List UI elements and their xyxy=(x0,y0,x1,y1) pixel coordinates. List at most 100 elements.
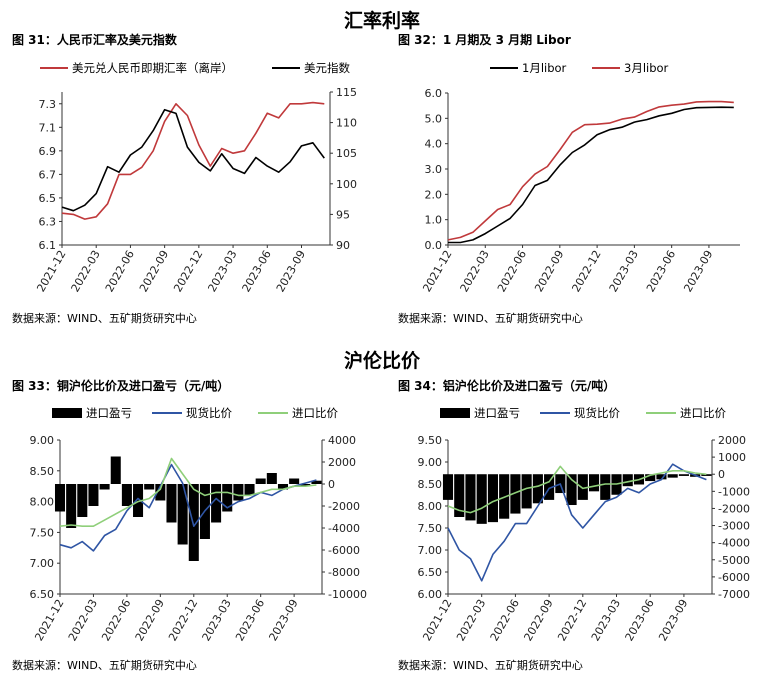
bar-mark xyxy=(300,484,311,487)
x-tick-label: 2023-03 xyxy=(607,248,641,294)
left-tick-label: 6.0 xyxy=(425,87,443,100)
legend-label: 现货比价 xyxy=(186,406,232,420)
series-line xyxy=(59,463,317,552)
bar-mark xyxy=(289,478,300,484)
x-tick-label: 2022-09 xyxy=(521,597,555,643)
left-tick-label: 6.1 xyxy=(39,239,57,252)
right-tick-label: 0 xyxy=(328,478,335,491)
left-tick-label: 7.3 xyxy=(39,98,57,111)
legend-label: 美元兑人民币即期汇率（离岸） xyxy=(72,61,233,75)
x-tick-label: 2022-09 xyxy=(532,248,566,294)
right-tick-label: -2000 xyxy=(718,502,750,515)
right-tick-label: -6000 xyxy=(328,544,360,557)
x-tick-label: 2021-12 xyxy=(32,597,66,643)
right-tick-label: 2000 xyxy=(328,456,356,469)
right-tick-label: 110 xyxy=(336,117,357,130)
right-tick-label: -8000 xyxy=(328,566,360,579)
series-line xyxy=(61,108,325,212)
x-tick-label: 2022-09 xyxy=(133,597,167,643)
x-tick-label: 2022-06 xyxy=(488,597,522,643)
chart-31-fx-dollar-index: 6.1 6.3 6.5 6.7 6.9 7.1 7.3 90 95 100 105 110 115 202… xyxy=(34,61,357,294)
bar-mark xyxy=(77,484,88,517)
figure-title-31: 图 31：人民币汇率及美元指数 xyxy=(12,33,177,47)
bar-mark xyxy=(144,484,155,490)
legend-swatch xyxy=(440,408,470,418)
right-tick-label: 1000 xyxy=(718,451,746,464)
x-tick-label: 2023-09 xyxy=(656,597,690,643)
right-tick-label: -7000 xyxy=(718,588,750,601)
series-line xyxy=(59,457,317,527)
bar-mark xyxy=(244,484,255,495)
bar-mark xyxy=(510,474,521,514)
bar-mark xyxy=(465,474,476,521)
legend-label: 进口比价 xyxy=(292,406,338,420)
bar-mark xyxy=(454,474,465,517)
left-tick-label: 6.50 xyxy=(418,566,443,579)
bar-mark xyxy=(442,474,454,500)
legend-swatch xyxy=(52,408,82,418)
left-tick-label: 6.7 xyxy=(39,168,57,181)
left-tick-label: 6.50 xyxy=(30,588,55,601)
left-tick-label: 2.0 xyxy=(425,188,443,201)
bar-mark xyxy=(645,474,656,482)
series-line xyxy=(447,465,707,514)
left-tick-label: 6.00 xyxy=(418,588,443,601)
x-tick-label: 2023-03 xyxy=(200,597,234,643)
left-tick-label: 6.9 xyxy=(39,145,57,158)
bar-mark xyxy=(255,478,266,484)
left-tick-label: 7.50 xyxy=(418,522,443,535)
left-tick-label: 7.00 xyxy=(418,544,443,557)
bar-mark xyxy=(166,484,177,523)
x-tick-label: 2021-12 xyxy=(420,248,454,294)
x-tick-label: 2021-12 xyxy=(420,597,454,643)
right-tick-label: -4000 xyxy=(328,522,360,535)
left-tick-label: 0.0 xyxy=(425,239,443,252)
x-tick-label: 2022-12 xyxy=(555,597,589,643)
source-note-34: 数据来源：WIND、五矿期货研究中心 xyxy=(398,659,583,672)
bar-mark xyxy=(577,474,588,500)
bar-mark xyxy=(656,474,667,480)
bar-mark xyxy=(121,484,132,506)
right-tick-label: -4000 xyxy=(718,537,750,550)
right-tick-label: -6000 xyxy=(718,571,750,584)
source-note-31: 数据来源：WIND、五矿期货研究中心 xyxy=(12,312,197,325)
left-tick-label: 1.0 xyxy=(425,214,443,227)
legend-label: 美元指数 xyxy=(304,61,350,75)
legend-label: 1月libor xyxy=(522,61,567,75)
bar-mark xyxy=(211,484,222,523)
left-tick-label: 8.00 xyxy=(30,496,55,509)
x-tick-label: 2022-03 xyxy=(66,597,100,643)
source-note-32: 数据来源：WIND、五矿期货研究中心 xyxy=(398,312,583,325)
section-title-spread: 沪伦比价 xyxy=(343,350,420,372)
bar-mark xyxy=(588,474,600,492)
left-tick-label: 8.00 xyxy=(418,500,443,513)
left-tick-label: 9.50 xyxy=(418,434,443,447)
right-tick-label: 105 xyxy=(336,147,357,160)
x-tick-label: 2023-06 xyxy=(644,248,678,294)
left-tick-label: 7.50 xyxy=(30,526,55,539)
left-tick-label: 8.50 xyxy=(418,478,443,491)
x-tick-label: 2022-06 xyxy=(495,248,529,294)
x-tick-label: 2023-09 xyxy=(274,248,308,294)
chart-33-copper-ratio: 6.50 7.00 7.50 8.00 8.50 9.00 -10000 -8000 -6000… xyxy=(30,406,367,643)
left-tick-label: 6.3 xyxy=(39,215,57,228)
series-line xyxy=(448,106,734,244)
right-tick-label: -2000 xyxy=(328,500,360,513)
bar-mark xyxy=(667,474,678,478)
bar-mark xyxy=(521,474,532,509)
bar-mark xyxy=(99,484,110,490)
right-tick-label: -3000 xyxy=(718,520,750,533)
bar-mark xyxy=(233,484,244,501)
right-tick-label: 90 xyxy=(336,239,350,252)
x-tick-label: 2023-09 xyxy=(681,248,715,294)
bar-mark xyxy=(110,456,121,484)
left-tick-label: 3.0 xyxy=(425,163,443,176)
x-tick-label: 2023-06 xyxy=(623,597,657,643)
x-tick-label: 2022-12 xyxy=(171,248,205,294)
bar-mark xyxy=(311,480,322,484)
x-tick-label: 2022-06 xyxy=(103,248,137,294)
series-line xyxy=(61,101,325,220)
x-tick-label: 2023-03 xyxy=(589,597,623,643)
